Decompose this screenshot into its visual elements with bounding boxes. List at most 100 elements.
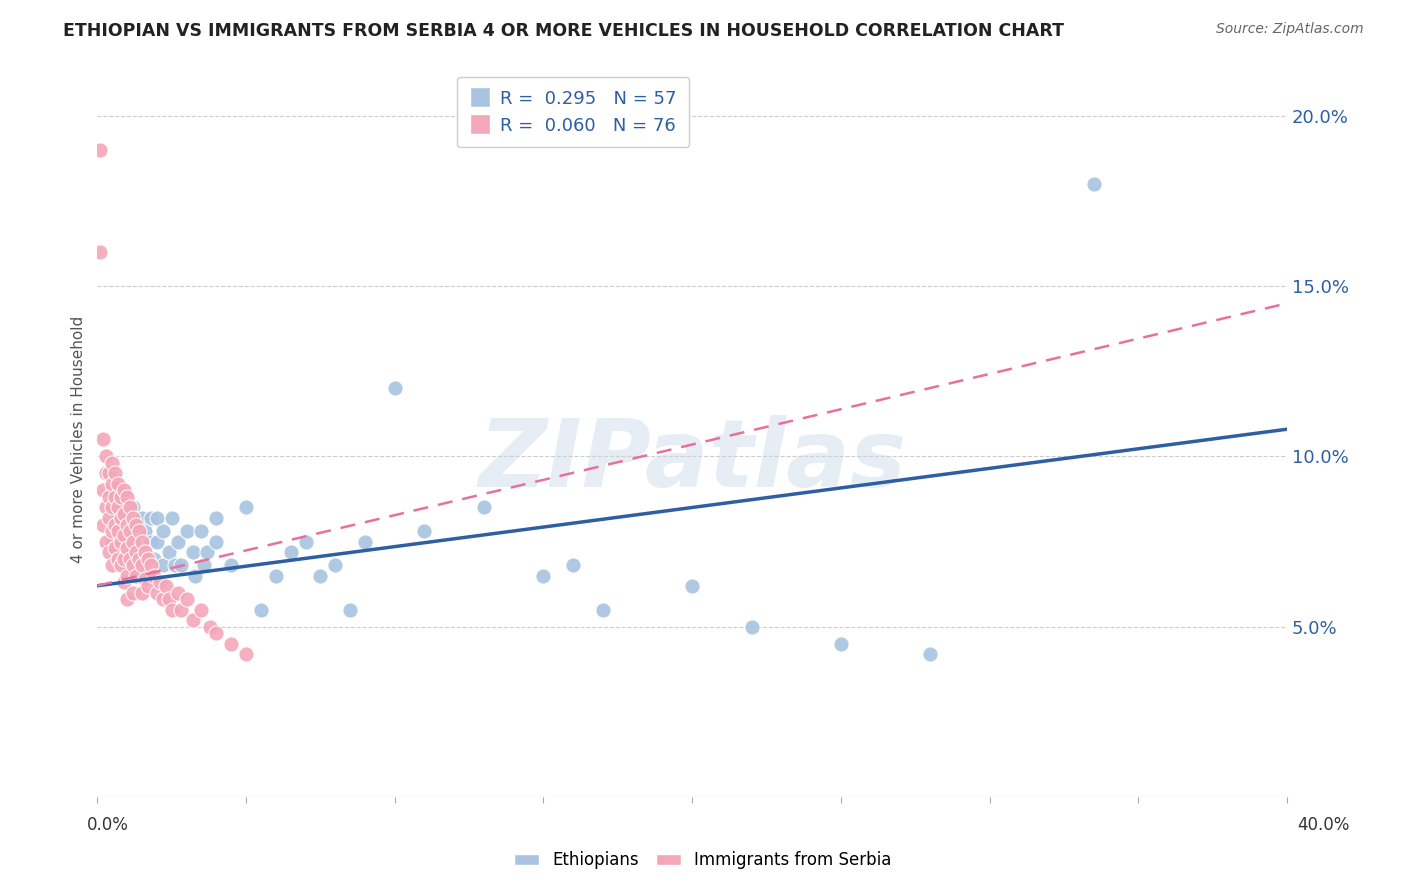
Point	[101, 558, 124, 573]
Text: ETHIOPIAN VS IMMIGRANTS FROM SERBIA 4 OR MORE VEHICLES IN HOUSEHOLD CORRELATION : ETHIOPIAN VS IMMIGRANTS FROM SERBIA 4 OR…	[63, 22, 1064, 40]
Point	[323, 558, 346, 573]
Point	[96, 534, 118, 549]
Point	[98, 510, 121, 524]
Point	[91, 483, 114, 498]
Text: 0.0%: 0.0%	[87, 816, 129, 834]
Point	[205, 510, 228, 524]
Point	[104, 541, 127, 556]
Point	[120, 500, 142, 515]
Point	[112, 508, 135, 522]
Point	[128, 524, 150, 539]
Point	[169, 558, 191, 573]
Point	[115, 490, 138, 504]
Point	[152, 558, 174, 573]
Point	[110, 490, 132, 504]
Point	[264, 568, 287, 582]
Point	[122, 510, 145, 524]
Point	[413, 524, 436, 539]
Point	[184, 568, 207, 582]
Point	[131, 585, 153, 599]
Point	[112, 527, 135, 541]
Point	[146, 534, 169, 549]
Point	[142, 551, 165, 566]
Point	[110, 534, 132, 549]
Point	[91, 517, 114, 532]
Point	[112, 483, 135, 498]
Point	[139, 534, 162, 549]
Point	[115, 541, 138, 556]
Point	[112, 551, 135, 566]
Point	[562, 558, 585, 573]
Text: 40.0%: 40.0%	[1298, 816, 1350, 834]
Point	[193, 558, 215, 573]
Point	[125, 545, 148, 559]
Point	[920, 647, 942, 661]
Point	[190, 524, 212, 539]
Point	[131, 534, 153, 549]
Point	[112, 575, 135, 590]
Point	[533, 568, 555, 582]
Point	[294, 534, 316, 549]
Point	[125, 568, 148, 582]
Point	[131, 545, 153, 559]
Point	[139, 558, 162, 573]
Point	[166, 534, 188, 549]
Point	[830, 637, 852, 651]
Point	[128, 551, 150, 566]
Point	[96, 500, 118, 515]
Point	[107, 500, 129, 515]
Point	[110, 510, 132, 524]
Point	[115, 517, 138, 532]
Point	[166, 585, 188, 599]
Point	[176, 524, 198, 539]
Point	[152, 592, 174, 607]
Point	[98, 545, 121, 559]
Point	[115, 545, 138, 559]
Point	[134, 545, 156, 559]
Point	[139, 510, 162, 524]
Point	[110, 558, 132, 573]
Point	[115, 558, 138, 573]
Point	[354, 534, 377, 549]
Point	[200, 619, 222, 633]
Point	[181, 613, 204, 627]
Point	[89, 143, 111, 157]
Point	[157, 545, 180, 559]
Point	[131, 510, 153, 524]
Point	[91, 433, 114, 447]
Point	[104, 517, 127, 532]
Point	[146, 585, 169, 599]
Point	[136, 579, 159, 593]
Text: ZIPatlas: ZIPatlas	[478, 415, 907, 507]
Point	[98, 467, 121, 481]
Point	[96, 467, 118, 481]
Point	[107, 551, 129, 566]
Point	[107, 476, 129, 491]
Point	[104, 467, 127, 481]
Point	[122, 534, 145, 549]
Legend: Ethiopians, Immigrants from Serbia: Ethiopians, Immigrants from Serbia	[505, 841, 901, 880]
Legend: R =  0.295   N = 57, R =  0.060   N = 76: R = 0.295 N = 57, R = 0.060 N = 76	[457, 77, 689, 147]
Point	[110, 534, 132, 549]
Point	[235, 500, 257, 515]
Point	[219, 558, 242, 573]
Text: Source: ZipAtlas.com: Source: ZipAtlas.com	[1216, 22, 1364, 37]
Point	[181, 545, 204, 559]
Point	[101, 524, 124, 539]
Point	[115, 568, 138, 582]
Point	[142, 568, 165, 582]
Point	[101, 456, 124, 470]
Point	[134, 572, 156, 586]
Point	[309, 568, 332, 582]
Point	[120, 551, 142, 566]
Point	[160, 602, 183, 616]
Point	[339, 602, 361, 616]
Point	[157, 592, 180, 607]
Point	[134, 558, 156, 573]
Point	[125, 568, 148, 582]
Point	[163, 558, 186, 573]
Point	[136, 551, 159, 566]
Point	[280, 545, 302, 559]
Point	[235, 647, 257, 661]
Point	[592, 602, 614, 616]
